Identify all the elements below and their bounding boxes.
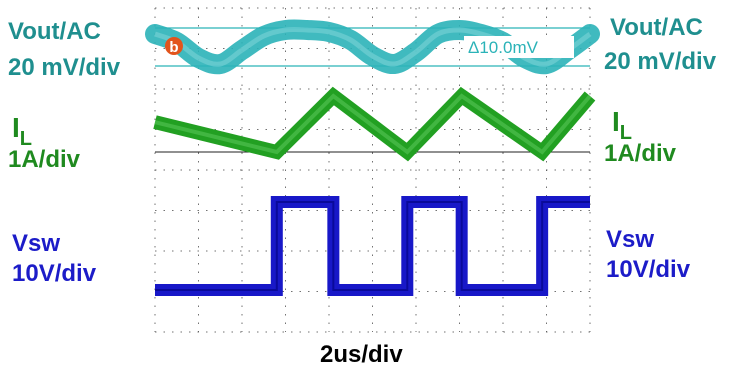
vout-name-right: Vout/AC bbox=[610, 14, 703, 41]
grid bbox=[154, 7, 591, 333]
vsw-name-right: Vsw bbox=[606, 226, 655, 253]
il-scale-right: 1A/div bbox=[604, 142, 676, 166]
vout-label-left: Vout/AC bbox=[8, 20, 101, 44]
vout-label-right: Vout/AC bbox=[610, 16, 703, 40]
vout-name-left: Vout/AC bbox=[8, 18, 101, 45]
annotations: b Δ10.0mV bbox=[165, 36, 574, 58]
channel-marker-b bbox=[165, 37, 183, 55]
cursor-delta-label: Δ10.0mV bbox=[468, 38, 539, 57]
vsw-scale-text-left: 10V/div bbox=[12, 260, 97, 287]
x-axis-label-text: 2us/div bbox=[320, 341, 403, 368]
vout-scale-left: 20 mV/div bbox=[8, 56, 120, 80]
il-scale-text-right: 1A/div bbox=[604, 140, 677, 167]
il-sub-right: L bbox=[619, 122, 632, 144]
il-scale-text-left: 1A/div bbox=[8, 146, 81, 173]
vsw-scale-right: 10V/div bbox=[606, 258, 690, 282]
il-label-left: IL bbox=[12, 112, 32, 150]
vout-scale-text-left: 20 mV/div bbox=[8, 54, 121, 81]
vsw-scale-left: 10V/div bbox=[12, 262, 96, 286]
il-label-right: IL bbox=[612, 106, 632, 144]
channel-marker-b-text: b bbox=[169, 39, 178, 56]
vsw-scale-text-right: 10V/div bbox=[606, 256, 691, 283]
vsw-label-left: Vsw bbox=[12, 232, 60, 256]
x-axis-label: 2us/div bbox=[320, 343, 403, 367]
il-name-right: I bbox=[612, 106, 620, 137]
vsw-label-right: Vsw bbox=[606, 228, 654, 252]
il-name-left: I bbox=[12, 112, 20, 143]
cursor-label-bg bbox=[464, 36, 574, 58]
vsw-name-left: Vsw bbox=[12, 230, 61, 257]
il-scale-left: 1A/div bbox=[8, 148, 80, 172]
vout-scale-text-right: 20 mV/div bbox=[604, 48, 717, 75]
vsw-trace-edge bbox=[155, 201, 590, 291]
il-sub-left: L bbox=[19, 128, 32, 150]
vout-scale-right: 20 mV/div bbox=[604, 50, 716, 74]
il-trace-highlight bbox=[154, 93, 592, 155]
